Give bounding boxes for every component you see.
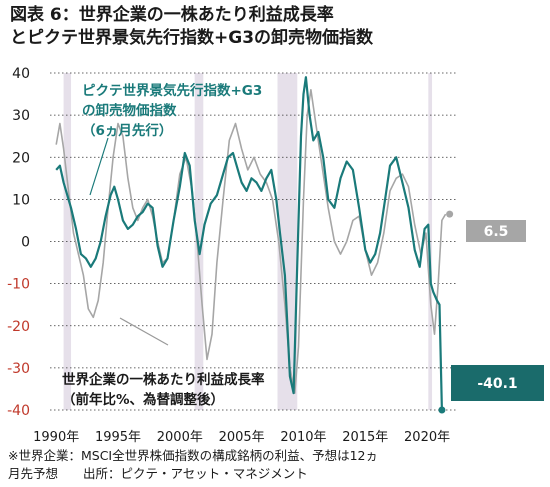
earnings-latest-box: 6.5 (466, 220, 526, 242)
y-tick-label: -10 (7, 277, 30, 293)
earnings-series-label: （前年比%、為替調整後） (62, 391, 224, 408)
y-tick-label: 0 (21, 235, 30, 251)
y-tick-label: 20 (12, 150, 30, 166)
y-tick-label: -30 (7, 361, 30, 377)
y-tick-label: 10 (12, 192, 30, 208)
earnings-label-pointer (119, 317, 169, 346)
x-tick-label: 2000年 (157, 430, 203, 445)
earnings-latest-box-text: 6.5 (484, 224, 509, 240)
leading-series-label: ピクテ世界景気先行指数+G3 (82, 82, 262, 99)
leading-index-line (55, 76, 443, 411)
x-tick-label: 2015年 (342, 430, 388, 445)
x-tick-label: 2005年 (219, 430, 265, 445)
leading-label-pointer (89, 137, 109, 196)
leading-latest-box-text: -40.1 (477, 376, 517, 392)
y-tick-label: 30 (12, 108, 30, 124)
x-tick-label: 1990年 (33, 430, 79, 445)
leading-latest-box: -40.1 (451, 365, 544, 401)
y-tick-label: 40 (12, 66, 30, 82)
chart-title-line2: とピクテ世界景気先行指数+G3の卸売物価指数 (10, 28, 374, 48)
earnings-series-label: 世界企業の一株あたり利益成長率 (62, 371, 265, 388)
chart-title-line1: 図表 6：世界企業の一株あたり利益成長率 (10, 5, 334, 25)
earnings-latest-point (446, 210, 454, 218)
earnings-growth-line (55, 89, 447, 394)
x-tick-label: 2020年 (404, 430, 450, 445)
footnote-line1: ※世界企業：MSCI全世界株価指数の構成銘柄の利益、予想は12ヵ (8, 448, 379, 463)
y-tick-label: -40 (7, 403, 30, 419)
footnote-line2: 月先予想 出所：ピクテ・アセット・マネジメント (8, 466, 308, 481)
x-tick-label: 2010年 (280, 430, 326, 445)
leading-latest-point (438, 406, 446, 414)
x-tick-label: 1995年 (95, 430, 141, 445)
leading-series-label: （6ヵ月先行） (82, 122, 172, 139)
y-tick-label: -20 (7, 319, 30, 335)
leading-series-label: の卸売物価指数 (82, 102, 177, 119)
